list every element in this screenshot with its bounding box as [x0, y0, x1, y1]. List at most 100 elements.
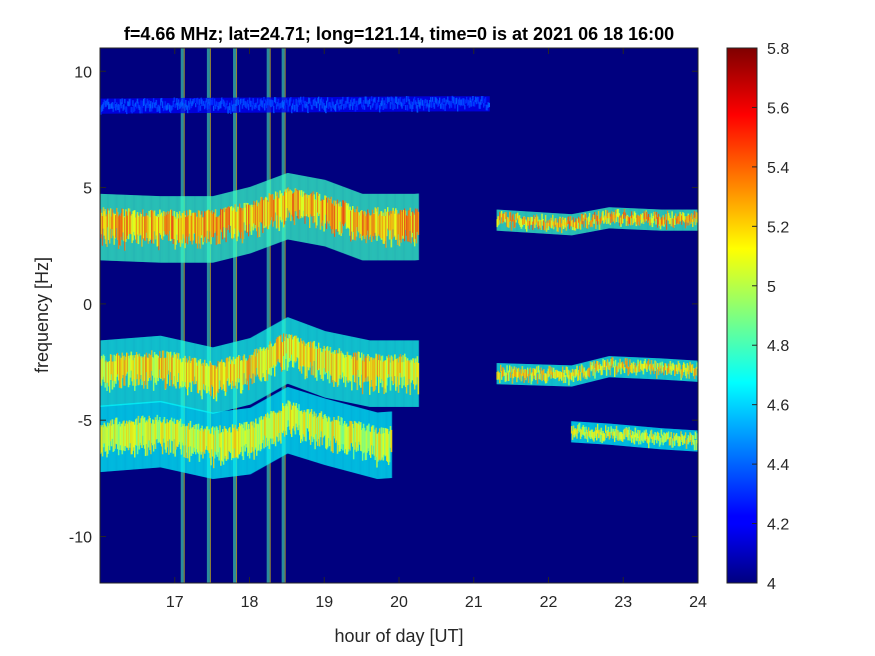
trace-core — [457, 104, 459, 112]
trace-core — [171, 355, 174, 387]
trace-core — [173, 352, 176, 376]
trace-core — [284, 105, 287, 111]
trace-core — [347, 96, 350, 104]
trace-halo — [373, 96, 376, 112]
trace-core — [141, 216, 143, 247]
trace-core — [343, 357, 346, 377]
trace-core — [140, 356, 142, 376]
trace-core — [380, 427, 383, 460]
trace-halo — [696, 360, 698, 382]
trace-core — [567, 217, 569, 225]
trace-core — [575, 429, 578, 437]
trace-core — [307, 105, 309, 114]
trace-halo — [624, 425, 627, 447]
trace-core — [370, 357, 373, 380]
trace-core — [175, 423, 177, 450]
trace-halo — [567, 213, 569, 236]
trace-halo — [369, 96, 371, 112]
trace-core — [191, 427, 194, 453]
trace-core — [658, 216, 661, 226]
trace-core — [144, 216, 147, 241]
trace-core — [281, 101, 283, 108]
trace-core — [122, 421, 125, 451]
trace-core — [145, 352, 148, 373]
trace-core — [485, 104, 488, 111]
trace-core — [408, 210, 411, 243]
trace-core — [672, 362, 674, 370]
trace-halo — [537, 364, 540, 386]
trace-core — [390, 429, 393, 453]
trace-core — [265, 417, 268, 438]
trace-core — [159, 209, 161, 234]
trace-halo — [543, 364, 545, 386]
trace-core — [296, 104, 299, 112]
trace-core — [585, 370, 587, 378]
trace-core — [211, 364, 213, 385]
trace-core — [399, 354, 402, 373]
trace-core — [323, 200, 325, 232]
trace-core — [129, 211, 132, 235]
trace-halo — [156, 98, 159, 114]
trace-core — [370, 214, 373, 243]
trace-core — [650, 213, 653, 223]
trace-halo — [589, 360, 592, 382]
trace-core — [641, 432, 644, 442]
trace-core — [695, 439, 698, 451]
trace-core — [168, 214, 170, 241]
trace-core — [412, 211, 414, 233]
trace-halo — [146, 98, 149, 114]
trace-core — [580, 364, 583, 373]
trace-core — [380, 356, 383, 379]
trace-core — [526, 221, 528, 232]
trace-halo — [405, 96, 408, 112]
trace-core — [249, 100, 252, 107]
trace-core — [210, 98, 212, 106]
trace-core — [417, 211, 420, 235]
trace-core — [691, 213, 693, 222]
trace-core — [142, 415, 144, 436]
trace-halo — [666, 428, 669, 450]
trace-core — [648, 214, 650, 221]
trace-core — [232, 207, 235, 238]
trace-core — [220, 433, 222, 466]
trace-core — [408, 99, 411, 105]
trace-core — [209, 211, 212, 232]
trace-core — [135, 101, 138, 109]
trace-core — [604, 360, 606, 368]
trace-core — [678, 363, 681, 372]
trace-core — [578, 422, 581, 433]
trace-core — [190, 215, 193, 242]
trace-core — [272, 100, 274, 107]
trace-core — [524, 368, 526, 379]
trace-core — [557, 371, 560, 378]
trace-core — [602, 430, 604, 441]
trace-core — [308, 409, 310, 432]
trace-core — [233, 427, 236, 449]
trace-core — [467, 99, 470, 105]
trace-core — [292, 402, 295, 427]
trace-core — [239, 98, 242, 105]
trace-core — [635, 367, 638, 376]
trace-core — [214, 430, 217, 452]
trace-core — [647, 361, 649, 370]
trace-core — [512, 213, 515, 222]
trace-halo — [578, 421, 580, 443]
trace-core — [277, 337, 280, 359]
trace-core — [190, 360, 193, 392]
trace-core — [309, 195, 311, 229]
trace-core — [280, 334, 282, 368]
trace-core — [284, 405, 287, 431]
trace-halo — [294, 97, 297, 113]
trace-core — [631, 435, 633, 443]
trace-core — [637, 429, 639, 439]
trace-core — [260, 196, 263, 223]
trace-halo — [407, 96, 410, 112]
trace-core — [180, 426, 183, 455]
trace-core — [682, 212, 684, 220]
plot-area — [99, 47, 699, 584]
trace-core — [473, 101, 475, 107]
trace-core — [381, 215, 384, 239]
trace-core — [321, 101, 324, 109]
trace-core — [371, 360, 374, 387]
trace-halo — [580, 362, 583, 385]
